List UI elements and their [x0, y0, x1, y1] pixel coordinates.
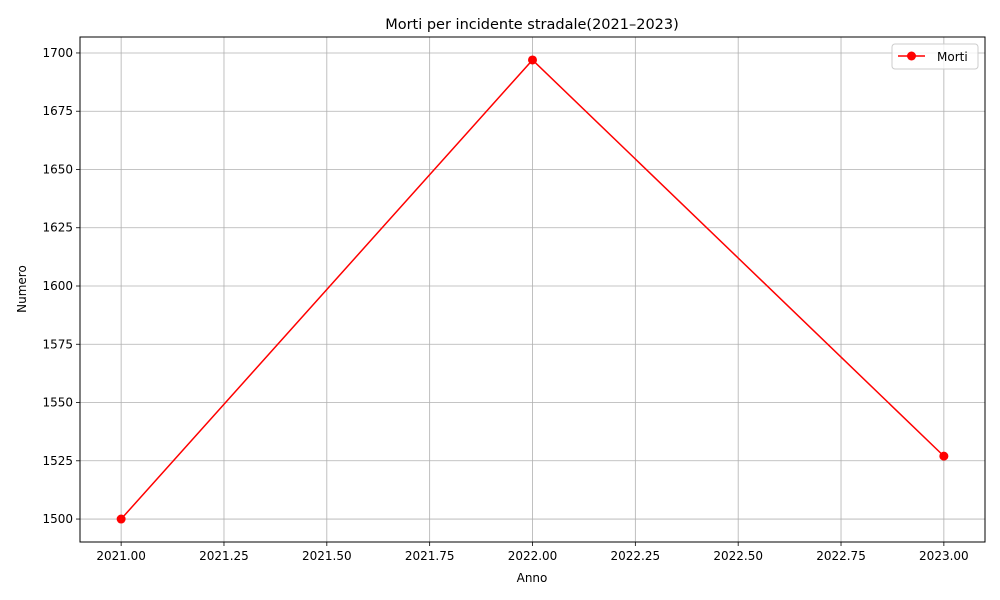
y-axis-ticks: 1500 1525 1550 1575 1600 1625 1650 1675 1700: [42, 46, 80, 526]
data-point: [939, 451, 949, 461]
x-tick-label: 2021.75: [405, 549, 455, 563]
x-axis-label: Anno: [517, 571, 548, 585]
x-tick-label: 2022.75: [816, 549, 866, 563]
y-tick-label: 1575: [42, 337, 73, 351]
y-tick-label: 1675: [42, 104, 73, 118]
x-axis-ticks: 2021.00 2021.25 2021.50 2021.75 2022.00 2022.…: [96, 542, 969, 563]
x-tick-label: 2021.50: [302, 549, 352, 563]
y-tick-label: 1700: [42, 46, 73, 60]
data-point: [116, 514, 126, 524]
y-tick-label: 1625: [42, 221, 73, 235]
chart-title: Morti per incidente stradale(2021–2023): [385, 17, 679, 33]
y-tick-label: 1600: [42, 279, 73, 293]
y-tick-label: 1550: [42, 396, 73, 410]
y-tick-label: 1525: [42, 454, 73, 468]
series-layer: [116, 55, 949, 524]
y-tick-label: 1650: [42, 162, 73, 176]
legend-box: [891, 43, 979, 70]
y-axis-label: Numero: [15, 265, 29, 313]
y-tick-label: 1500: [42, 512, 73, 526]
plot-frame: [79, 36, 986, 543]
legend-marker-morti: [907, 51, 916, 61]
data-point: [528, 55, 537, 65]
x-tick-label: 2021.25: [199, 549, 249, 563]
x-tick-label: 2022.50: [713, 549, 763, 563]
x-tick-label: 2022.00: [508, 549, 558, 563]
x-tick-label: 2021.00: [96, 549, 146, 563]
x-tick-label: 2023.00: [919, 549, 969, 563]
legend: Morti: [891, 43, 979, 70]
grid: [80, 37, 985, 542]
x-tick-label: 2022.25: [611, 549, 661, 563]
legend-label-morti: Morti: [937, 50, 968, 64]
